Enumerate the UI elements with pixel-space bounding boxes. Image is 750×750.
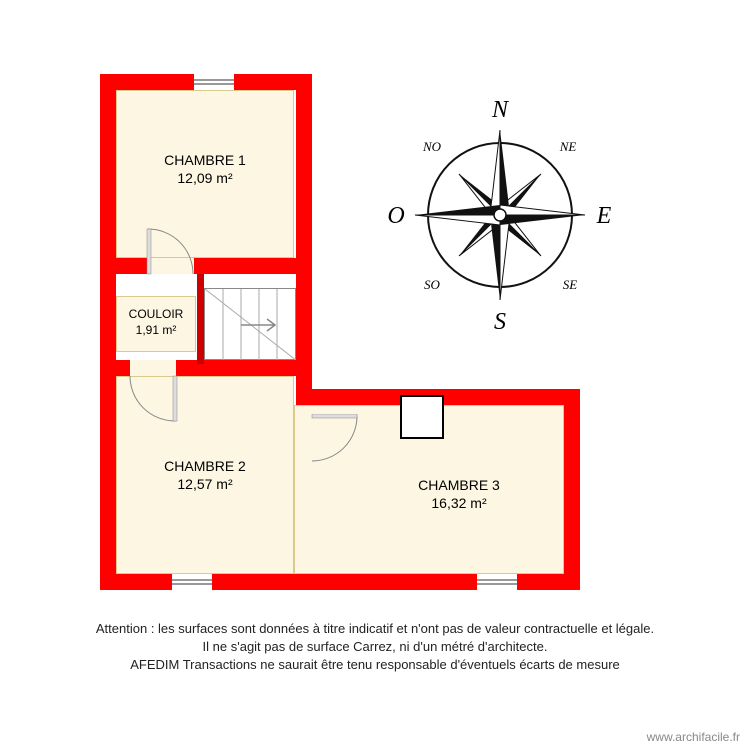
window <box>475 574 519 590</box>
compass-s: S <box>494 309 506 335</box>
door-arc <box>105 228 195 278</box>
wall <box>564 389 580 590</box>
room-couloir-name: COULOIR <box>117 307 195 323</box>
stairs <box>204 288 296 360</box>
room-chambre3-area: 16,32 m² <box>325 494 593 512</box>
disclaimer-line: Il ne s'agit pas de surface Carrez, ni d… <box>0 638 750 656</box>
compass-ne: NE <box>559 139 577 154</box>
room-couloir: COULOIR 1,91 m² <box>116 296 196 352</box>
disclaimer-text: Attention : les surfaces sont données à … <box>0 620 750 675</box>
window <box>192 74 236 90</box>
room-chambre3-name: CHAMBRE 3 <box>325 476 593 494</box>
disclaimer-line: AFEDIM Transactions ne saurait être tenu… <box>0 656 750 674</box>
compass-se: SE <box>563 277 578 292</box>
room-chambre2-name: CHAMBRE 2 <box>117 457 293 475</box>
window <box>170 574 214 590</box>
wall <box>296 74 312 405</box>
watermark-link[interactable]: www.archifacile.fr <box>647 730 740 744</box>
compass-o: O <box>387 203 404 229</box>
partition <box>197 274 204 364</box>
compass-no: NO <box>422 139 442 154</box>
compass-rose: N S E O NE SE SO NO <box>380 95 620 335</box>
wall <box>100 74 116 590</box>
door-arc <box>128 372 188 427</box>
disclaimer-line: Attention : les surfaces sont données à … <box>0 620 750 638</box>
compass-n: N <box>491 97 510 123</box>
compass-so: SO <box>424 277 441 292</box>
compass-e: E <box>596 203 612 229</box>
skylight <box>400 395 444 439</box>
room-chambre1-area: 12,09 m² <box>117 169 293 187</box>
room-chambre1-name: CHAMBRE 1 <box>117 151 293 169</box>
door-arc <box>308 414 363 474</box>
room-chambre2-area: 12,57 m² <box>117 475 293 493</box>
room-couloir-area: 1,91 m² <box>117 323 195 339</box>
